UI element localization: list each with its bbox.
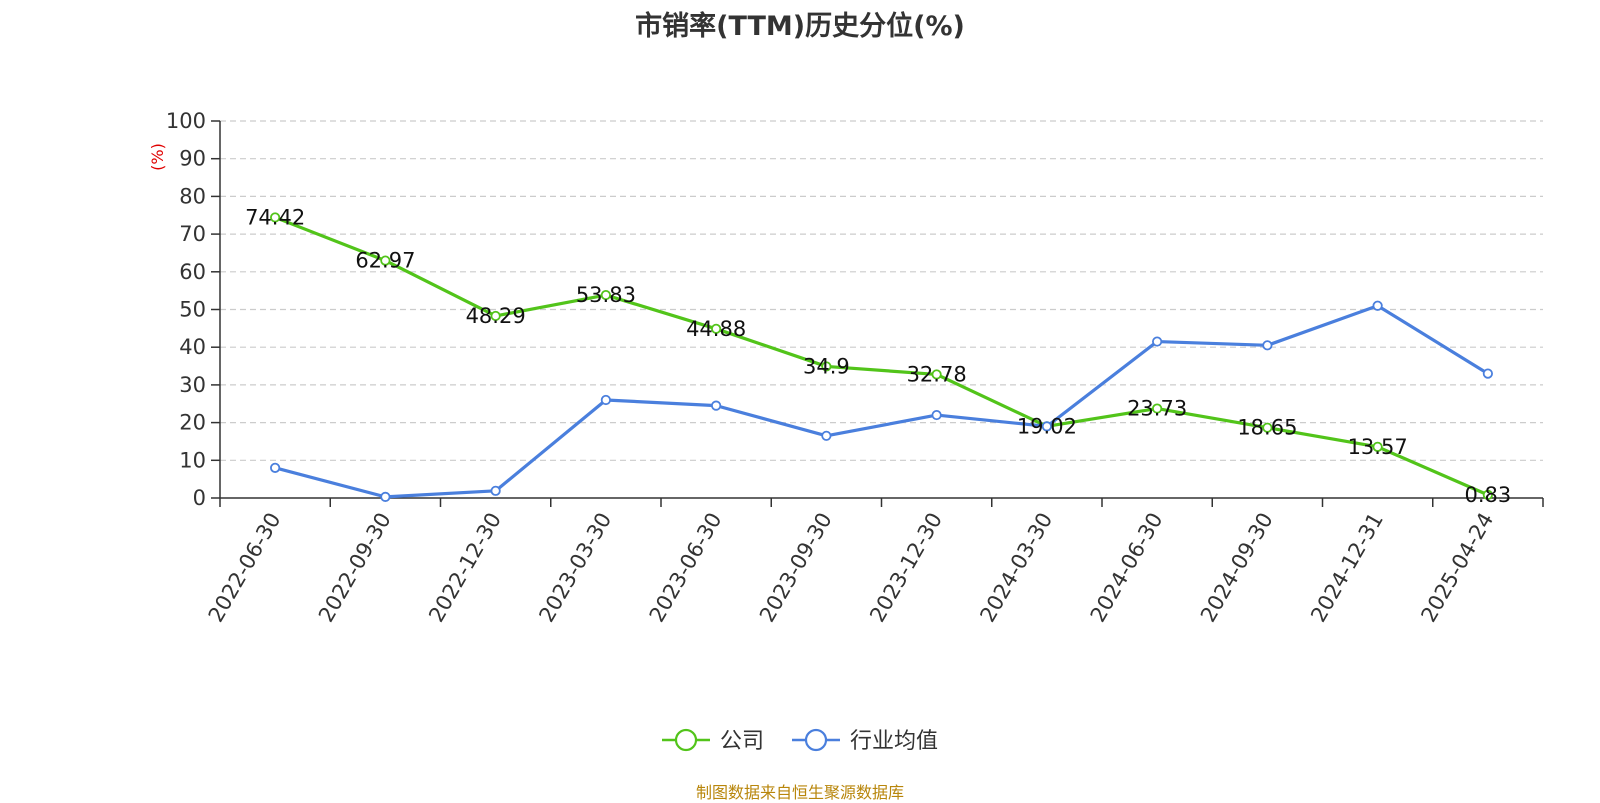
company-data-point bbox=[600, 289, 611, 301]
legend-item-industry-average[interactable]: 行业均值 bbox=[792, 728, 938, 754]
series-layer bbox=[270, 212, 1493, 502]
legend-marker-icon bbox=[804, 728, 828, 752]
data-label: 48.29 bbox=[466, 304, 526, 328]
y-tick-label: 100 bbox=[166, 109, 206, 133]
legend-label: 行业均值 bbox=[850, 729, 938, 754]
legend[interactable]: 公司 行业均值 bbox=[662, 728, 938, 754]
company-data-point bbox=[1372, 441, 1383, 452]
data-label: 53.83 bbox=[576, 283, 636, 307]
data-label-layer: 74.42 62.97 48.29 53.83 44.88 34.9 32.78 19.02 2… bbox=[245, 205, 1511, 506]
y-tick-label: 50 bbox=[179, 298, 206, 322]
company-data-point bbox=[1262, 422, 1273, 433]
y-tick-label: 80 bbox=[179, 184, 206, 208]
company-data-point bbox=[1482, 489, 1493, 500]
source-note: 制图数据来自恒生聚源数据库 bbox=[695, 783, 904, 802]
data-label: 18.65 bbox=[1237, 416, 1297, 440]
industry-average-data-point bbox=[1041, 421, 1052, 432]
x-tick-label: 2023-12-30 bbox=[865, 509, 947, 627]
data-label: 13.57 bbox=[1348, 435, 1408, 459]
x-tick-label: 2024-06-30 bbox=[1086, 509, 1168, 627]
x-tick-label: 2022-06-30 bbox=[204, 509, 286, 627]
company-data-point bbox=[490, 310, 501, 322]
company-data-point bbox=[821, 361, 832, 372]
data-label: 0.83 bbox=[1464, 483, 1511, 507]
y-tick-label: 10 bbox=[179, 448, 206, 472]
industry-average-data-point bbox=[600, 394, 611, 406]
industry-average-data-point bbox=[1262, 340, 1273, 351]
company-data-point bbox=[380, 255, 391, 266]
industry-average-data-point bbox=[1152, 336, 1163, 347]
x-tick-label: 2024-12-31 bbox=[1306, 509, 1388, 627]
legend-label: 公司 bbox=[720, 729, 764, 754]
y-tick-label: 40 bbox=[179, 335, 206, 359]
data-label: 23.73 bbox=[1127, 397, 1187, 421]
industry-average-data-point bbox=[711, 400, 722, 411]
grid-layer bbox=[220, 120, 1543, 461]
industry-average-data-point bbox=[490, 485, 501, 496]
industry-average-data-point bbox=[931, 409, 942, 421]
data-label: 34.9 bbox=[803, 354, 850, 378]
y-tick-label: 30 bbox=[179, 373, 206, 397]
y-tick-label: 60 bbox=[179, 260, 206, 284]
industry-average-data-point bbox=[1372, 300, 1383, 311]
legend-marker-icon bbox=[674, 728, 698, 752]
x-tick-label: 2023-06-30 bbox=[645, 509, 727, 627]
company-data-point bbox=[711, 323, 722, 334]
y-tick-label: 70 bbox=[179, 222, 206, 246]
y-tick-label: 20 bbox=[179, 411, 206, 435]
data-label: 19.02 bbox=[1017, 414, 1077, 438]
chart-title: 市销率(TTM)历史分位(%) bbox=[635, 11, 965, 42]
x-tick-label: 2025-04-24 bbox=[1416, 509, 1498, 627]
data-label: 32.78 bbox=[907, 362, 967, 386]
industry-average-data-point bbox=[821, 430, 832, 441]
company-data-point bbox=[270, 212, 281, 223]
x-tick-label: 2024-03-30 bbox=[975, 509, 1057, 627]
company-data-point bbox=[931, 369, 942, 380]
x-tick-label: 2023-09-30 bbox=[755, 509, 837, 627]
industry-average-data-point bbox=[380, 491, 391, 502]
y-axis-label: (%) bbox=[148, 143, 167, 171]
x-tick-label: 2022-09-30 bbox=[314, 509, 396, 627]
legend-item-company[interactable]: 公司 bbox=[662, 728, 764, 754]
industry-average-series-line bbox=[274, 304, 1489, 499]
x-tick-label: 2024-09-30 bbox=[1196, 509, 1278, 627]
y-tick-label: 90 bbox=[179, 147, 206, 171]
x-tick-label: 2022-12-30 bbox=[424, 509, 506, 627]
data-label: 74.42 bbox=[245, 205, 305, 229]
industry-average-data-point bbox=[1482, 368, 1493, 379]
industry-average-data-point bbox=[270, 462, 281, 473]
x-tick-label: 2023-03-30 bbox=[534, 509, 616, 627]
data-label: 62.97 bbox=[355, 249, 415, 273]
data-label: 44.88 bbox=[686, 317, 746, 341]
y-tick-label: 0 bbox=[193, 486, 206, 510]
company-series-line bbox=[274, 215, 1489, 497]
company-data-point bbox=[1152, 403, 1163, 414]
